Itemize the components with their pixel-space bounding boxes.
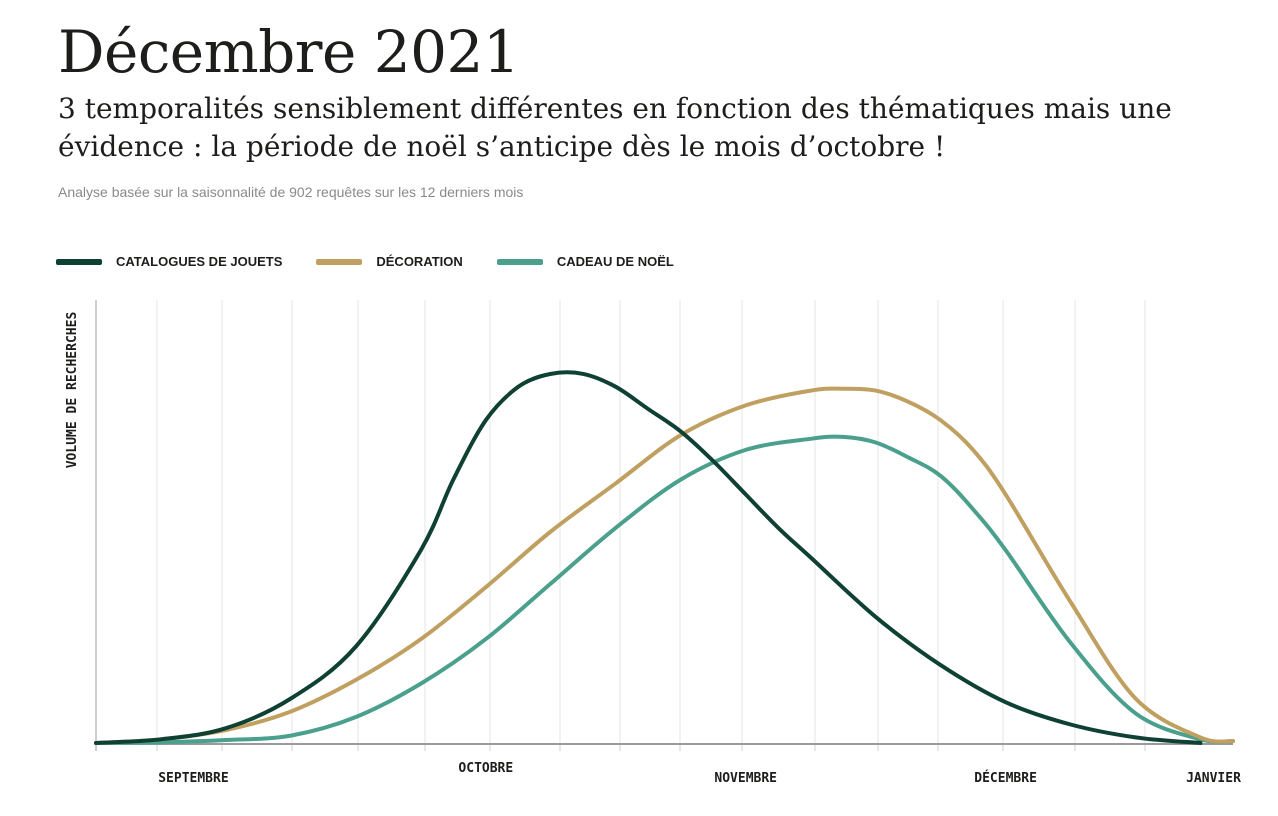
legend-swatch-cadeau [496, 258, 543, 265]
x-tick-label: SEPTEMBRE [158, 771, 228, 786]
chart-grid [156, 300, 1146, 751]
series-lines [94, 370, 1235, 745]
series-line-cadeau [94, 434, 1235, 745]
series-line-catalogues [94, 370, 1203, 745]
x-tick-label: DÉCEMBRE [974, 770, 1037, 786]
x-tick-labels: SEPTEMBRE OCTOBRE NOVEMBRE DÉCEMBRE JANVIER [158, 761, 1241, 786]
legend-label-decoration: DÉCORATION [376, 254, 463, 269]
legend-swatch-catalogues [56, 258, 102, 265]
source-note: Analyse basée sur la saisonnalité de 902… [58, 184, 524, 200]
legend-item-decoration: DÉCORATION [316, 254, 463, 269]
legend-swatch-decoration [316, 258, 363, 265]
page-title: Décembre 2021 [58, 18, 520, 86]
x-tick-label: NOVEMBRE [714, 771, 777, 786]
y-axis-label: VOLUME DE RECHERCHES [65, 312, 80, 469]
legend-item-catalogues: CATALOGUES DE JOUETS [56, 254, 282, 269]
series-line-decoration [94, 386, 1235, 745]
chart-legend: CATALOGUES DE JOUETS DÉCORATION CADEAU D… [56, 254, 708, 269]
legend-label-catalogues: CATALOGUES DE JOUETS [116, 254, 283, 269]
x-tick-label: OCTOBRE [458, 761, 513, 776]
page-subtitle: 3 temporalités sensiblement différentes … [58, 92, 1172, 163]
legend-label-cadeau: CADEAU DE NOËL [556, 254, 674, 269]
legend-item-cadeau: CADEAU DE NOËL [496, 254, 674, 269]
x-tick-label: JANVIER [1186, 771, 1241, 786]
